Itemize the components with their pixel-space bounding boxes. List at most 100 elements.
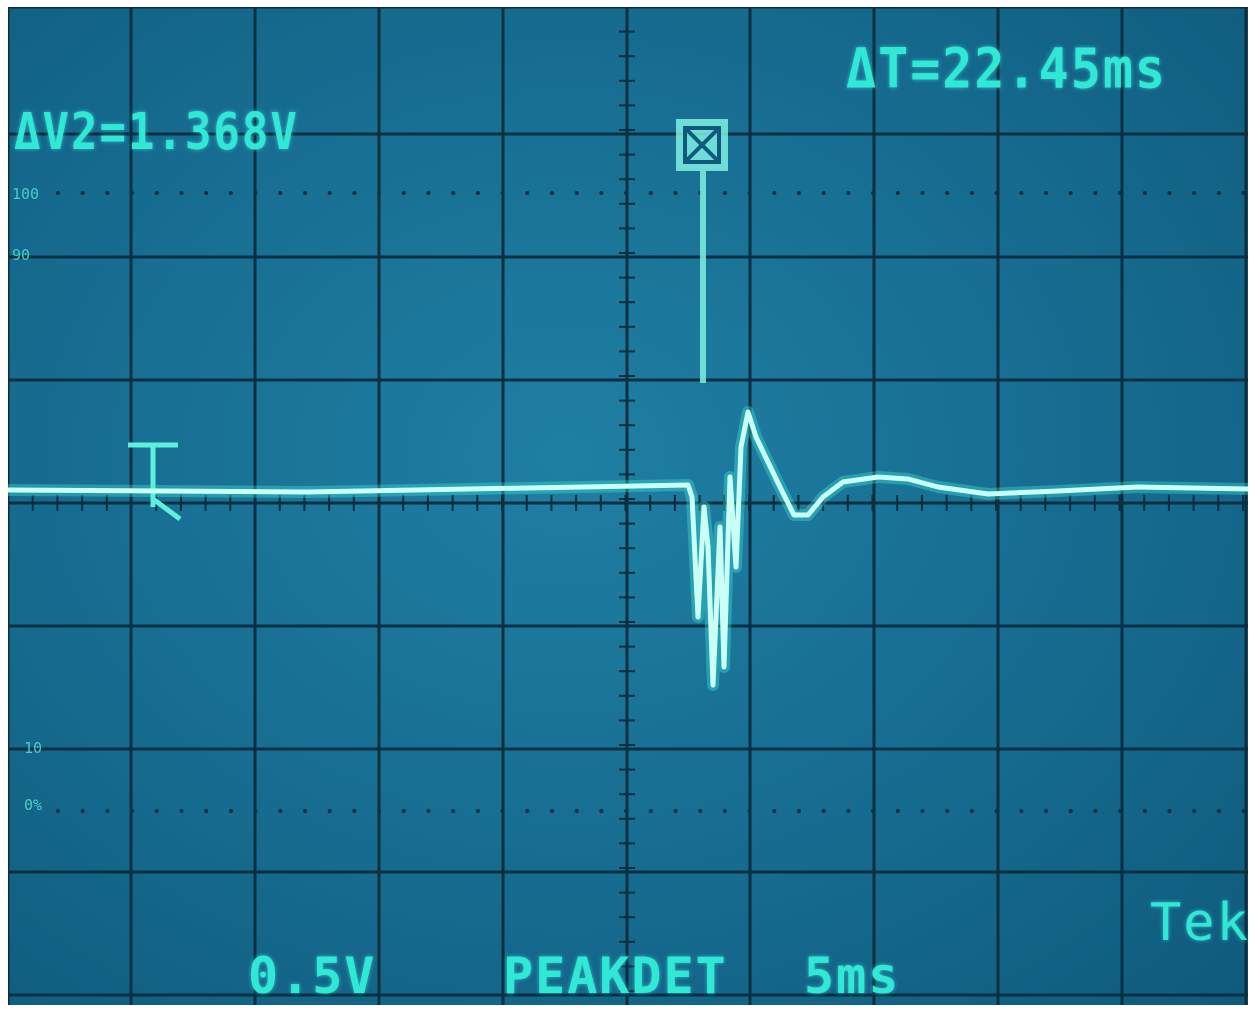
percent-dot [747,809,752,813]
percent-dot [1044,809,1048,813]
channel-ground-icon [128,442,182,522]
percent-dot [179,809,184,813]
percent-dot [722,191,727,195]
percent-dot [1068,809,1073,813]
percent-dot [1142,809,1147,813]
percent-dot [303,809,307,813]
percent-dot [797,191,801,195]
percent-dot [80,809,85,813]
percent-dot [945,191,950,195]
percent-dot [920,809,925,813]
percent-dot [821,191,826,195]
graticule-grid [8,7,1248,1005]
percent-dot [278,809,283,813]
percent-dot [994,191,999,195]
percent-dot [1216,809,1221,813]
percent-dot [204,809,209,813]
percent-dot [969,809,974,813]
percent-dot [574,191,579,195]
percent-dot [895,191,900,195]
percent-dot [80,191,85,195]
graticule [8,7,1248,1005]
percent-dot [624,191,629,195]
percent-dot [1167,809,1172,813]
percent-dot [179,191,184,195]
percent-dot [1142,191,1147,195]
percent-dot [525,809,530,813]
percent-dot [426,191,431,195]
percent-dot [945,809,950,813]
percent-dot [1044,191,1048,195]
delta-voltage-readout: ΔV2=1.368V [14,103,299,162]
percent-dotted-lines [56,191,1246,813]
percent-dot [204,191,209,195]
percent-dot [1019,191,1024,195]
percent-dot [401,809,406,813]
waveform-trace [8,409,1248,688]
percent-dot [1241,809,1246,813]
brand-logo: Tek [1150,893,1248,953]
percent-dot [327,809,332,813]
percent-dot [722,809,727,813]
percent-dot [599,191,604,195]
volts-per-division-readout: 0.5V [248,947,377,1005]
percent-dot [1093,809,1098,813]
percent-dot [994,809,999,813]
percent-dot [1216,191,1221,195]
time-per-division-readout: 5ms [804,947,901,1005]
percent-dot [253,809,258,813]
percent-dot [797,809,801,813]
percent-dot [352,809,357,813]
percent-dot [475,809,480,813]
percent-dot [475,191,480,195]
percent-dot [500,809,505,813]
percent-mark-0: 0% [24,796,43,814]
percent-dot [130,809,135,813]
percent-dot [278,191,283,195]
percent-dot [105,191,110,195]
percent-dot [1118,191,1123,195]
percent-dot [253,191,258,195]
percent-mark-90: 90 [12,246,31,264]
percent-dot [1241,191,1246,195]
percent-dot [871,809,876,813]
percent-dot [871,191,876,195]
percent-dot [401,191,406,195]
percent-dot [624,809,629,813]
percent-dot [550,191,554,195]
delta-time-readout: ΔT=22.45ms [846,37,1168,101]
percent-dot [377,191,382,195]
percent-dot [105,809,110,813]
percent-dot [525,191,530,195]
percent-dot [1019,809,1024,813]
percent-dot [500,191,505,195]
percent-dot [747,191,752,195]
percent-dot [56,191,60,195]
percent-dot [698,809,703,813]
percent-dot [228,191,233,195]
percent-dot [352,191,357,195]
percent-dot [846,809,851,813]
percent-dot [451,191,456,195]
percent-dot [574,809,579,813]
percent-dot [846,191,851,195]
percent-dot [154,809,159,813]
percent-dot [550,809,554,813]
graticule-ticks [8,7,1244,992]
trigger-position-icon [676,119,728,383]
percent-dot [648,191,653,195]
percent-dot [56,809,60,813]
percent-dot [130,191,135,195]
percent-dot [648,809,653,813]
percent-dot [228,809,233,813]
percent-dot [673,191,678,195]
percent-dot [377,809,382,813]
percent-dot [772,809,777,813]
percent-dot [327,191,332,195]
percent-dot [451,809,456,813]
percent-dot [673,809,678,813]
acquisition-mode-readout: PEAKDET [503,947,728,1005]
percent-dot [821,809,826,813]
percent-dot [1093,191,1098,195]
percent-dot [1118,809,1123,813]
